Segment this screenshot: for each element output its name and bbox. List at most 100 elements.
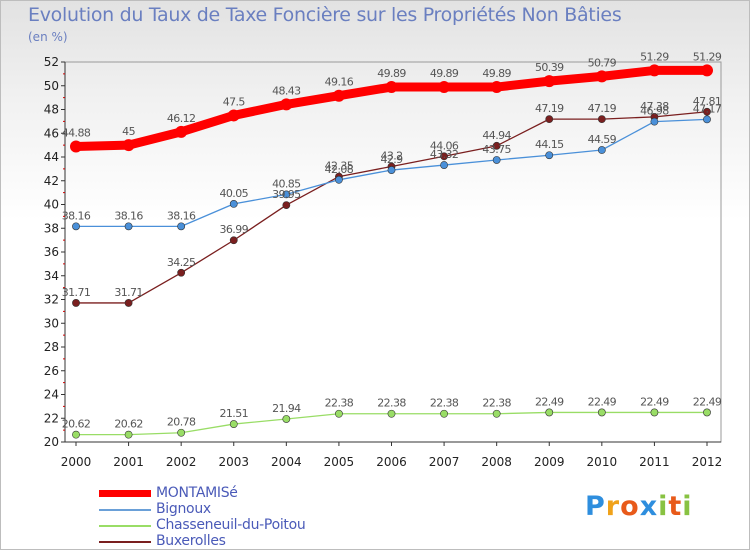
data-point xyxy=(701,64,713,77)
data-point xyxy=(595,70,608,83)
data-label: 49.16 xyxy=(325,76,354,89)
x-tick-label: 2007 xyxy=(429,455,460,469)
y-tick-label: 30 xyxy=(44,316,59,330)
y-tick-label: 20 xyxy=(44,435,59,449)
legend-item: Buxerolles xyxy=(99,533,359,550)
x-tick-label: 2006 xyxy=(376,455,407,469)
legend-label: Chasseneuil-du-Poitou xyxy=(156,517,306,533)
x-tick-label: 2000 xyxy=(61,455,92,469)
legend-label: Bignoux xyxy=(156,501,211,517)
proxiti-logo: Proxiti xyxy=(585,491,693,522)
legend-swatch xyxy=(99,490,151,497)
data-label: 49.89 xyxy=(482,67,511,80)
data-point xyxy=(282,201,291,209)
data-point xyxy=(703,107,711,116)
data-point xyxy=(177,268,186,277)
data-point xyxy=(124,430,133,439)
data-point xyxy=(597,408,606,417)
legend-item: Chasseneuil-du-Poitou xyxy=(99,517,359,534)
x-tick-label: 2009 xyxy=(534,455,565,469)
data-label: 38.16 xyxy=(167,209,196,222)
x-tick-label: 2002 xyxy=(166,455,197,469)
data-point xyxy=(545,115,554,124)
data-label: 46.98 xyxy=(640,105,669,118)
data-label: 47.38 xyxy=(640,100,669,113)
data-point xyxy=(72,430,80,439)
plot-border xyxy=(64,61,722,443)
data-point xyxy=(72,222,80,231)
legend-item: MONTAMISé xyxy=(99,485,359,502)
y-tick-label: 38 xyxy=(44,221,59,235)
data-point xyxy=(492,141,501,150)
x-tick-label: 2008 xyxy=(481,455,512,469)
data-point xyxy=(650,117,659,126)
data-label: 20.62 xyxy=(62,418,91,431)
data-label: 45 xyxy=(122,125,135,138)
data-point xyxy=(227,109,240,122)
legend-swatch xyxy=(99,541,151,543)
data-point xyxy=(650,408,659,417)
data-label: 49.89 xyxy=(430,67,459,80)
data-label: 22.38 xyxy=(430,397,459,410)
logo-letter: t xyxy=(668,491,683,522)
y-tick-label: 50 xyxy=(44,79,59,93)
logo-letter: i xyxy=(682,491,693,522)
data-label: 21.94 xyxy=(272,402,301,415)
data-label: 50.39 xyxy=(535,61,564,74)
y-tick-label: 24 xyxy=(44,388,59,402)
data-label: 47.19 xyxy=(588,102,617,115)
data-label: 51.29 xyxy=(693,50,722,63)
x-tick-label: 2005 xyxy=(324,455,355,469)
legend: MONTAMISé Bignoux Chasseneuil-du-Poitou Bux… xyxy=(99,485,359,550)
data-point xyxy=(124,222,133,231)
data-label: 22.38 xyxy=(325,397,354,410)
data-point xyxy=(387,166,396,174)
data-label: 38.16 xyxy=(62,209,91,222)
data-label: 44.59 xyxy=(588,133,617,146)
data-label: 34.25 xyxy=(167,256,196,269)
data-label: 22.49 xyxy=(535,395,564,408)
data-point xyxy=(122,139,135,152)
data-label: 42.35 xyxy=(325,160,354,173)
data-label: 42.9 xyxy=(380,153,403,166)
logo-letter: x xyxy=(639,491,659,522)
axes: 20 22 24 26 28 30 32 34 36 38 40 42 44 46 48 50 52 2000 20… xyxy=(44,55,723,469)
x-tick-label: 2001 xyxy=(113,455,144,469)
logo-letter: r xyxy=(605,491,621,522)
data-point xyxy=(597,146,606,154)
data-point xyxy=(440,152,448,161)
data-label: 43.75 xyxy=(482,143,511,156)
y-tick-label: 32 xyxy=(44,293,59,307)
y-tick-label: 36 xyxy=(44,245,59,259)
data-label: 20.78 xyxy=(167,416,196,429)
data-label: 43.2 xyxy=(380,150,402,163)
data-point xyxy=(70,140,82,153)
data-point xyxy=(440,161,448,169)
series-labels: 20.62 20.62 20.78 21.51 21.94 22.38 22.38 22.38… xyxy=(62,50,723,431)
data-point xyxy=(387,409,396,418)
x-tick-label: 2004 xyxy=(271,455,302,469)
data-point xyxy=(492,156,501,164)
data-label: 44.88 xyxy=(62,127,91,140)
data-label: 49.89 xyxy=(377,67,406,80)
x-tick-label: 2011 xyxy=(639,455,670,469)
data-label: 21.51 xyxy=(220,407,249,420)
y-tick-label: 22 xyxy=(44,411,59,425)
data-label: 48.43 xyxy=(272,84,301,97)
data-point xyxy=(492,409,501,418)
data-label: 36.99 xyxy=(220,223,249,236)
data-label: 47.17 xyxy=(693,102,722,115)
logo-letter: P xyxy=(585,491,606,522)
data-label: 38.16 xyxy=(114,209,143,222)
data-label: 40.05 xyxy=(220,187,249,200)
legend-label: Buxerolles xyxy=(156,533,226,549)
chart-title: Evolution du Taux de Taxe Foncière sur l… xyxy=(28,4,622,26)
data-label: 47.19 xyxy=(535,102,564,115)
y-tick-label: 28 xyxy=(44,340,59,354)
data-point xyxy=(175,125,188,138)
legend-item: Bignoux xyxy=(99,501,359,518)
data-point xyxy=(440,409,448,418)
data-point xyxy=(335,409,343,418)
data-point xyxy=(332,89,345,102)
